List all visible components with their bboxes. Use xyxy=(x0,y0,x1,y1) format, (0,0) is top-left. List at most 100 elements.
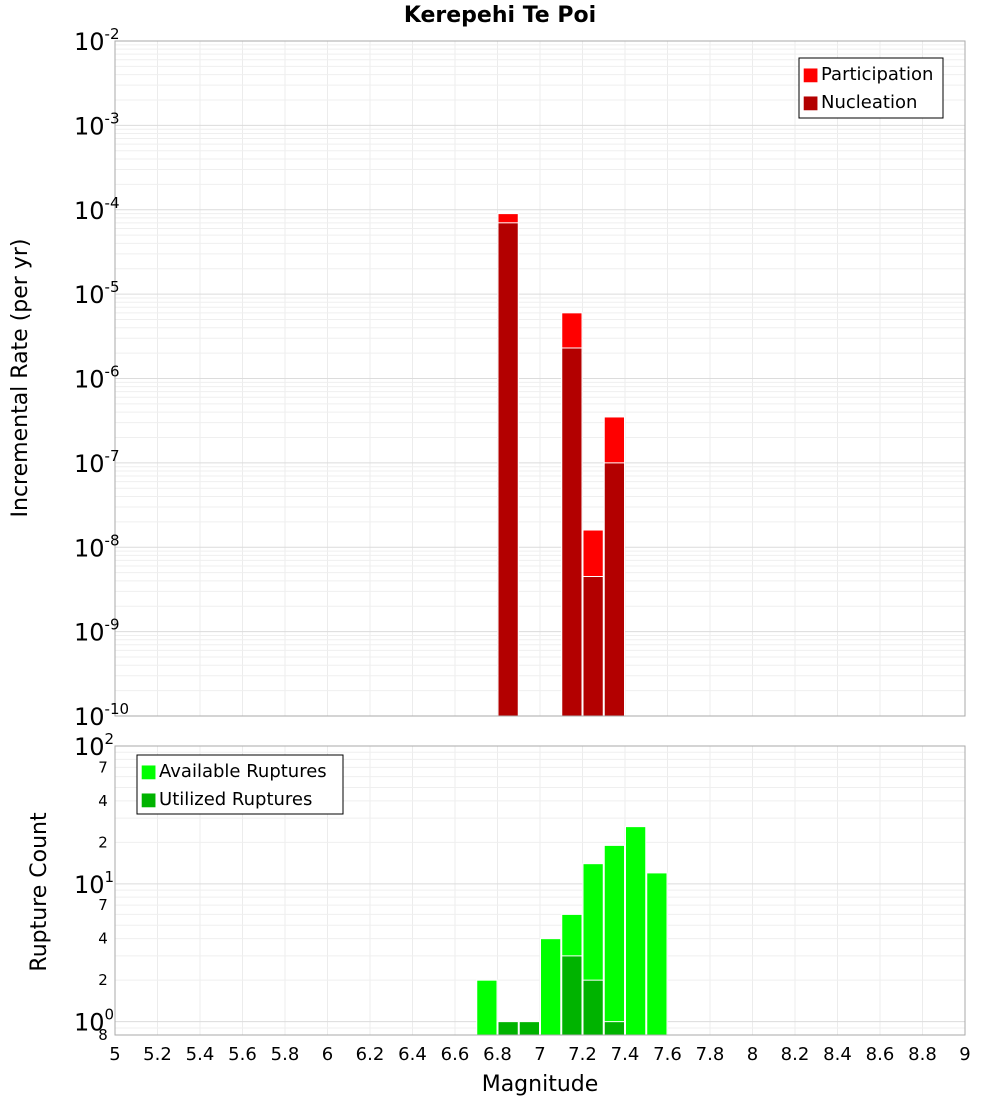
count-y-tick-label: 101 xyxy=(74,868,114,899)
rate-y-tick-label: 10-5 xyxy=(74,278,120,309)
count-y-minor-tick-label: 4 xyxy=(98,792,108,810)
rate-y-tick-label: 10-2 xyxy=(74,25,120,56)
x-tick-label: 6.6 xyxy=(441,1044,470,1065)
count-y-minor-tick-label: 4 xyxy=(98,930,108,948)
count-bar-utilized-ruptures-6.95 xyxy=(518,1021,540,1036)
count-y-tick-label: 100 xyxy=(74,1006,114,1037)
rate-plot-border xyxy=(114,40,966,717)
rate-y-tick-base: 10 xyxy=(74,197,105,225)
count-y-tick-base: 10 xyxy=(74,1009,105,1037)
rate-y-tick-base: 10 xyxy=(74,703,105,731)
x-tick-label: 5.2 xyxy=(143,1044,172,1065)
count-y-tick-exponent: 1 xyxy=(105,868,115,886)
rate-grid xyxy=(114,40,966,717)
rate-y-tick-exponent: -5 xyxy=(105,278,120,296)
legend-participation: ■ Participation xyxy=(802,64,933,85)
count-plot-border xyxy=(114,745,966,1036)
rate-y-tick-base: 10 xyxy=(74,112,105,140)
rate-y-tick-label: 10-7 xyxy=(74,447,120,478)
rate-y-tick-base: 10 xyxy=(74,366,105,394)
count-y-axis-label: Rupture Count xyxy=(27,812,52,972)
rate-y-tick-exponent: -9 xyxy=(105,616,120,634)
legend-available-label: Available Ruptures xyxy=(159,761,327,782)
rate-y-tick-base: 10 xyxy=(74,619,105,647)
count-bars xyxy=(476,826,668,1036)
x-tick-label: 6 xyxy=(322,1044,333,1065)
legend-nucleation-swatch: ■ xyxy=(802,92,819,113)
x-axis-label: Magnitude xyxy=(482,1072,599,1097)
rate-y-tick-exponent: -4 xyxy=(105,194,120,212)
x-tick-label: 8.4 xyxy=(823,1044,852,1065)
legend-available: ■ Available Ruptures xyxy=(140,761,327,782)
count-legend-box xyxy=(136,754,344,815)
count-y-minor-tick-label: 2 xyxy=(98,833,108,851)
count-bar-utilized-ruptures-7.35 xyxy=(603,1021,625,1036)
legend-utilized-label: Utilized Ruptures xyxy=(159,789,312,810)
legend-utilized: ■ Utilized Ruptures xyxy=(140,789,312,810)
count-y-tick-exponent: 0 xyxy=(105,1006,115,1024)
x-tick-label: 6.8 xyxy=(483,1044,512,1065)
rate-y-tick-label: 10-10 xyxy=(74,700,129,731)
x-tick-label: 7.6 xyxy=(653,1044,682,1065)
legend-nucleation-label: Nucleation xyxy=(821,92,917,113)
rate-bar-nucleation-6.85 xyxy=(497,222,519,717)
x-tick-label: 8.6 xyxy=(866,1044,895,1065)
legend-nucleation: ■ Nucleation xyxy=(802,92,917,113)
rate-bars xyxy=(497,213,625,717)
count-bar-available-ruptures-7.45 xyxy=(625,826,647,1036)
rate-y-tick-exponent: -10 xyxy=(105,700,130,718)
x-tick-label: 7 xyxy=(534,1044,545,1065)
count-bar-available-ruptures-7.55 xyxy=(646,872,668,1036)
count-bar-available-ruptures-7.05 xyxy=(540,938,562,1036)
count-bar-utilized-ruptures-6.85 xyxy=(497,1021,519,1036)
x-tick-label: 7.8 xyxy=(696,1044,725,1065)
rate-y-tick-label: 10-8 xyxy=(74,531,120,562)
rate-y-tick-label: 10-3 xyxy=(74,109,120,140)
legend-available-swatch: ■ xyxy=(140,761,157,782)
rate-y-tick-exponent: -3 xyxy=(105,109,120,127)
count-bar-utilized-ruptures-7.15 xyxy=(561,955,583,1036)
x-tick-label: 7.2 xyxy=(568,1044,597,1065)
rate-y-axis-label: Incremental Rate (per yr) xyxy=(8,239,33,518)
count-y-tick-base: 10 xyxy=(74,733,105,761)
rate-y-tick-label: 10-4 xyxy=(74,194,120,225)
x-tick-labels: 5 5.2 5.4 5.6 5.8 6 6.2 6.4 6.6 6.8 7 7.2 7.4 7.6 7.8 8… xyxy=(109,1044,970,1065)
x-tick-label: 8 xyxy=(747,1044,758,1065)
count-y-tick-exponent: 2 xyxy=(105,730,115,748)
count-bar-available-ruptures-6.75 xyxy=(476,979,498,1036)
rate-legend: ■ Participation ■ Nucleation xyxy=(798,57,944,119)
x-tick-label: 7.4 xyxy=(611,1044,640,1065)
legend-participation-label: Participation xyxy=(821,64,933,85)
rate-y-tick-base: 10 xyxy=(74,450,105,478)
rate-bar-nucleation-7.35 xyxy=(603,462,625,717)
x-tick-label: 9 xyxy=(959,1044,970,1065)
rate-bar-nucleation-7.15 xyxy=(561,347,583,717)
count-y-minor-tick-label: 7 xyxy=(98,896,108,914)
x-tick-label: 5 xyxy=(109,1044,120,1065)
rate-legend-box xyxy=(798,57,944,119)
rate-y-tick-exponent: -6 xyxy=(105,363,120,381)
rate-y-tick-exponent: -2 xyxy=(105,25,120,43)
count-bar-utilized-ruptures-7.25 xyxy=(582,979,604,1036)
rate-y-tick-exponent: -7 xyxy=(105,447,120,465)
count-legend: ■ Available Ruptures ■ Utilized Ruptures xyxy=(136,754,344,815)
x-tick-label: 8.8 xyxy=(908,1044,937,1065)
legend-participation-swatch: ■ xyxy=(802,64,819,85)
x-tick-label: 5.4 xyxy=(186,1044,215,1065)
rate-y-tick-base: 10 xyxy=(74,534,105,562)
x-tick-label: 6.2 xyxy=(356,1044,385,1065)
x-tick-label: 8.2 xyxy=(781,1044,810,1065)
rate-y-tick-base: 10 xyxy=(74,281,105,309)
rate-y-tick-label: 10-9 xyxy=(74,616,120,647)
chart-title: Kerepehi Te Poi xyxy=(404,3,596,28)
rate-y-tick-label: 10-6 xyxy=(74,363,120,394)
count-y-tick-label: 102 xyxy=(74,730,114,761)
count-bar-available-ruptures-7.35 xyxy=(603,844,625,1036)
count-y-minor-tick-label: 7 xyxy=(98,758,108,776)
count-y-minor-tick-label: 8 xyxy=(98,1026,108,1044)
